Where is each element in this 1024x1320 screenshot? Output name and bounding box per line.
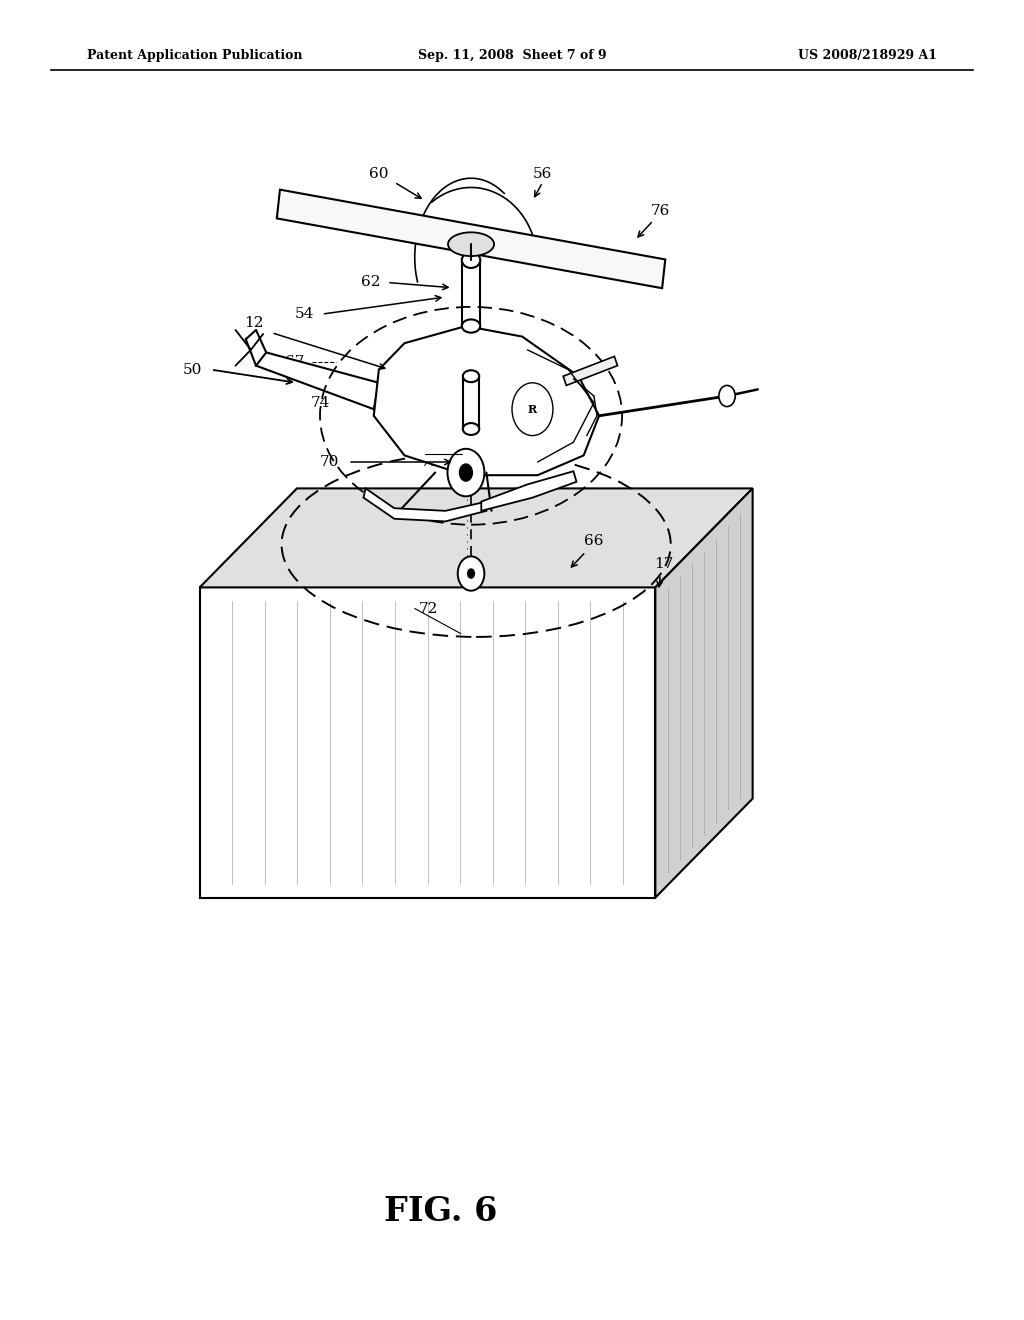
Polygon shape bbox=[655, 488, 753, 898]
Text: 60: 60 bbox=[369, 168, 389, 181]
Text: 50: 50 bbox=[183, 363, 202, 376]
Polygon shape bbox=[364, 488, 486, 521]
Polygon shape bbox=[563, 356, 617, 385]
Polygon shape bbox=[200, 488, 753, 587]
Circle shape bbox=[467, 568, 475, 578]
Text: 70: 70 bbox=[321, 455, 339, 469]
Text: 72: 72 bbox=[419, 602, 437, 615]
Text: 54: 54 bbox=[295, 308, 313, 321]
Text: US 2008/218929 A1: US 2008/218929 A1 bbox=[798, 49, 937, 62]
Ellipse shape bbox=[462, 319, 480, 333]
Text: 73: 73 bbox=[421, 455, 439, 469]
Text: 62: 62 bbox=[360, 276, 381, 289]
Text: 67: 67 bbox=[286, 355, 304, 368]
Text: 17: 17 bbox=[654, 557, 673, 570]
Text: 12: 12 bbox=[244, 317, 264, 330]
Text: 75: 75 bbox=[431, 399, 450, 412]
Text: 56: 56 bbox=[534, 168, 552, 181]
Circle shape bbox=[458, 557, 484, 590]
Text: 66: 66 bbox=[584, 535, 604, 548]
Circle shape bbox=[719, 385, 735, 407]
Circle shape bbox=[447, 449, 484, 496]
Ellipse shape bbox=[462, 252, 480, 268]
Text: Patent Application Publication: Patent Application Publication bbox=[87, 49, 302, 62]
Text: 52: 52 bbox=[518, 244, 537, 257]
Polygon shape bbox=[256, 352, 379, 409]
Ellipse shape bbox=[463, 370, 479, 383]
Ellipse shape bbox=[449, 232, 495, 256]
Circle shape bbox=[459, 463, 473, 482]
Polygon shape bbox=[276, 190, 666, 288]
Ellipse shape bbox=[463, 422, 479, 436]
Text: 68: 68 bbox=[490, 244, 509, 257]
Text: 76: 76 bbox=[651, 205, 670, 218]
Text: 74: 74 bbox=[311, 396, 330, 409]
Text: Sep. 11, 2008  Sheet 7 of 9: Sep. 11, 2008 Sheet 7 of 9 bbox=[418, 49, 606, 62]
Polygon shape bbox=[200, 587, 655, 898]
Circle shape bbox=[512, 383, 553, 436]
Polygon shape bbox=[374, 326, 599, 475]
Text: R: R bbox=[528, 404, 537, 414]
Text: FIG. 6: FIG. 6 bbox=[384, 1196, 497, 1228]
Polygon shape bbox=[481, 471, 577, 511]
